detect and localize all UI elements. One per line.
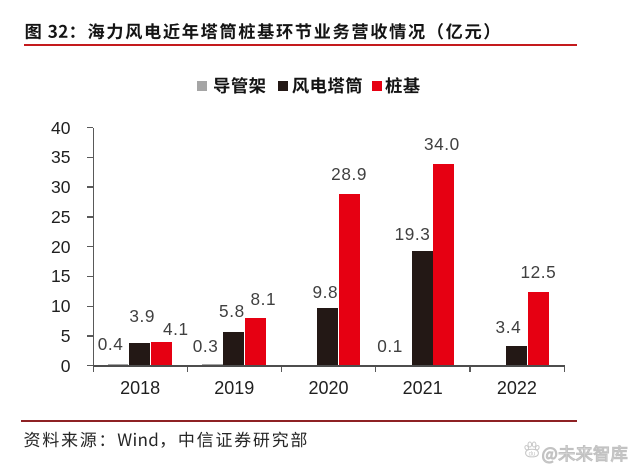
svg-text:du: du: [529, 451, 536, 457]
